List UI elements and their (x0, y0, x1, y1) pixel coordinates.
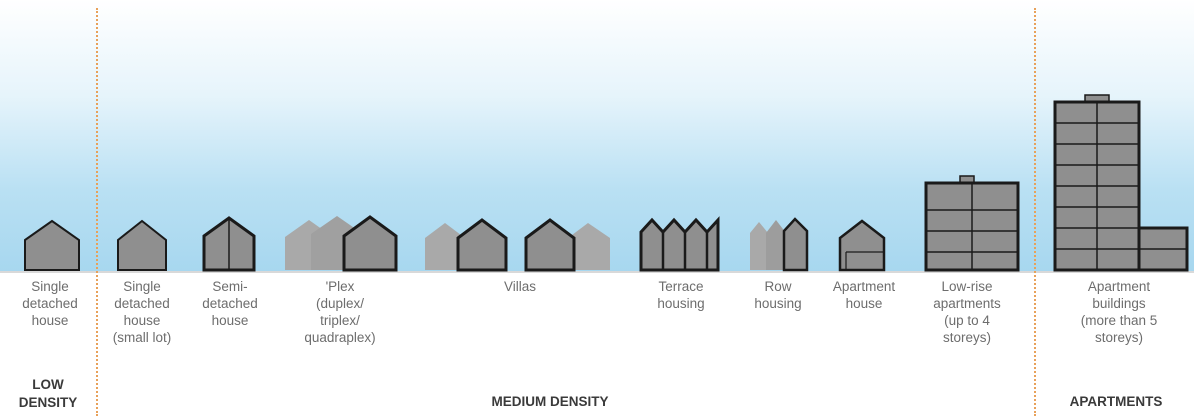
villas-icon (425, 218, 610, 272)
semi-detached-house-icon (202, 216, 256, 272)
terrace-housing-icon (639, 216, 720, 272)
single-detached-small-lot-icon (117, 219, 167, 271)
divider-medium-apartments (1034, 8, 1036, 416)
label-single-detached-house: Single detached house (22, 279, 78, 328)
label-plex: 'Plex (duplex/ triplex/ quadraplex) (304, 279, 376, 345)
category-medium-density: MEDIUM DENSITY (491, 394, 609, 409)
apartment-buildings-icon (1053, 94, 1189, 272)
label-semi-detached-house: Semi- detached house (202, 279, 258, 328)
label-apartment-house: Apartment house (832, 279, 896, 311)
apartment-house-icon (838, 219, 886, 272)
single-detached-house-icon (24, 219, 80, 271)
ground-line (0, 271, 1194, 273)
label-apartment-buildings: Apartment buildings (more than 5 storeys… (1080, 279, 1158, 345)
category-apartments: APARTMENTS (1069, 394, 1163, 409)
label-single-detached-small-lot: Single detached house (small lot) (112, 279, 172, 345)
label-low-rise-apartments: Low-rise apartments (up to 4 storeys) (933, 279, 1001, 345)
label-villas: Villas (503, 279, 537, 294)
label-row-housing: Row housing (754, 279, 802, 311)
label-terrace-housing: Terrace housing (657, 279, 705, 311)
row-housing-icon (750, 217, 809, 272)
divider-low-medium (96, 8, 98, 416)
plex-icon (285, 215, 398, 272)
low-rise-apartments-icon (924, 175, 1020, 272)
category-low-density: LOW DENSITY (18, 377, 78, 410)
